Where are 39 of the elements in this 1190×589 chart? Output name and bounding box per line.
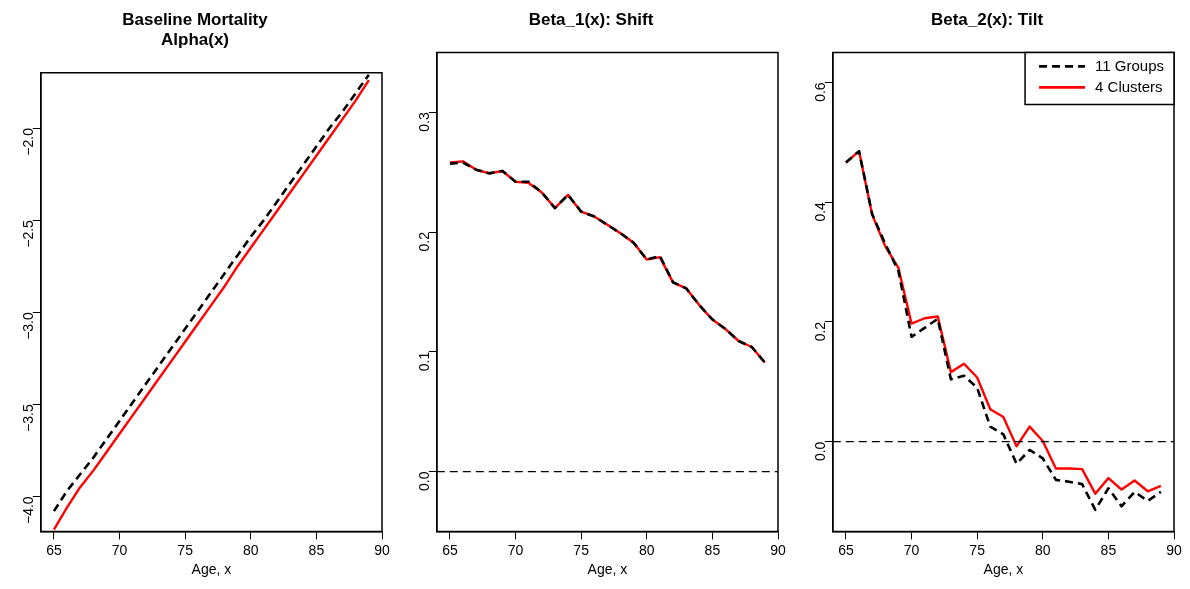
y-tick-label: −2.0: [19, 127, 36, 156]
x-tick-label: 85: [1100, 541, 1117, 558]
x-tick-label: 80: [638, 541, 655, 558]
x-tick-label: 90: [770, 541, 786, 558]
x-tick-label: 70: [111, 541, 128, 558]
x-tick-label: 75: [969, 541, 986, 558]
x-tick-label: 85: [704, 541, 721, 558]
x-tick-label: 75: [573, 541, 590, 558]
x-axis-title: Age, x: [587, 561, 628, 578]
x-tick-label: 65: [442, 541, 458, 558]
x-axis-title: Age, x: [191, 561, 232, 578]
x-axis-title: Age, x: [983, 561, 1024, 578]
y-tick-label: 0.4: [811, 201, 828, 222]
x-tick-label: 90: [1166, 541, 1182, 558]
y-tick-label: 0.6: [811, 82, 828, 102]
y-tick-label: 0.2: [811, 321, 828, 342]
legend-label: 11 Groups: [1095, 56, 1165, 74]
y-tick-label: 0.1: [415, 351, 432, 372]
y-tick-label: 0.0: [811, 441, 828, 462]
x-tick-label: 65: [838, 541, 854, 558]
legend-label: 4 Clusters: [1095, 77, 1163, 95]
chart-title: Baseline Mortality Alpha(x): [122, 9, 269, 50]
x-tick-label: 80: [1034, 541, 1051, 558]
y-tick-label: 0.3: [415, 112, 432, 132]
chart-title: Beta_1(x): Shift: [528, 9, 654, 29]
y-tick-label: −3.5: [19, 404, 36, 432]
x-tick-label: 90: [374, 541, 390, 558]
x-tick-label: 70: [903, 541, 920, 558]
y-tick-label: −4.0: [19, 496, 36, 525]
y-tick-label: 0.2: [415, 231, 432, 252]
y-tick-label: 0.0: [415, 471, 432, 491]
x-tick-label: 80: [242, 541, 259, 558]
x-tick-label: 85: [308, 541, 325, 558]
x-tick-label: 70: [507, 541, 524, 558]
x-tick-label: 75: [177, 541, 194, 558]
y-tick-label: −2.5: [19, 219, 36, 248]
chart-title: Beta_2(x): Tilt: [930, 9, 1044, 29]
y-tick-label: −3.0: [19, 312, 36, 340]
x-tick-label: 65: [46, 541, 62, 558]
